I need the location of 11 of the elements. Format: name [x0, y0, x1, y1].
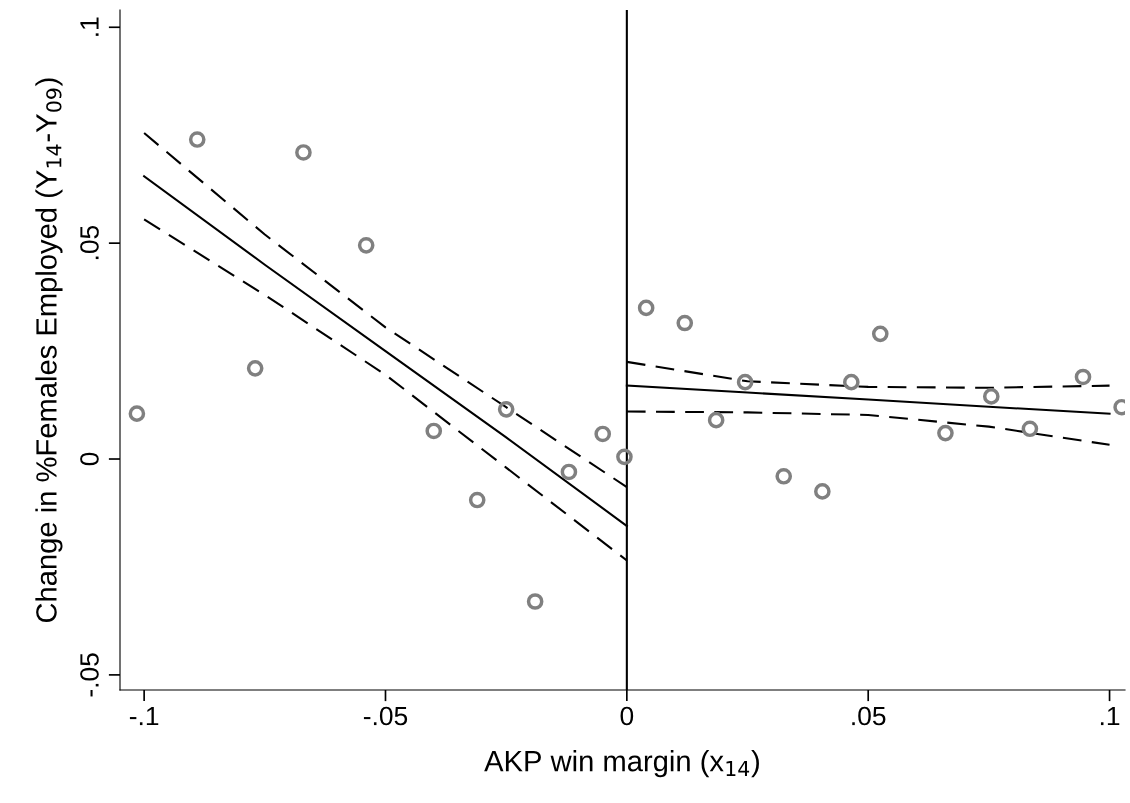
x-axis-title: AKP win margin (x$_{14}$): [484, 750, 759, 778]
x-tick-label: 0: [620, 706, 634, 726]
y-tick-label: -.05: [80, 653, 99, 697]
y-tick-label: 0: [80, 452, 99, 466]
x-tick-label: -.1: [129, 706, 159, 726]
y-tick-label: .05: [80, 225, 99, 260]
x-tick-label: .1: [1100, 706, 1120, 726]
y-tick-label: .1: [80, 17, 99, 36]
y-axis-title: Change in %Females Employed (Y$_{14}$-Y$_{09}$): [35, 78, 63, 623]
x-tick-label: .05: [852, 706, 886, 726]
x-tick-label: -.05: [363, 706, 408, 726]
